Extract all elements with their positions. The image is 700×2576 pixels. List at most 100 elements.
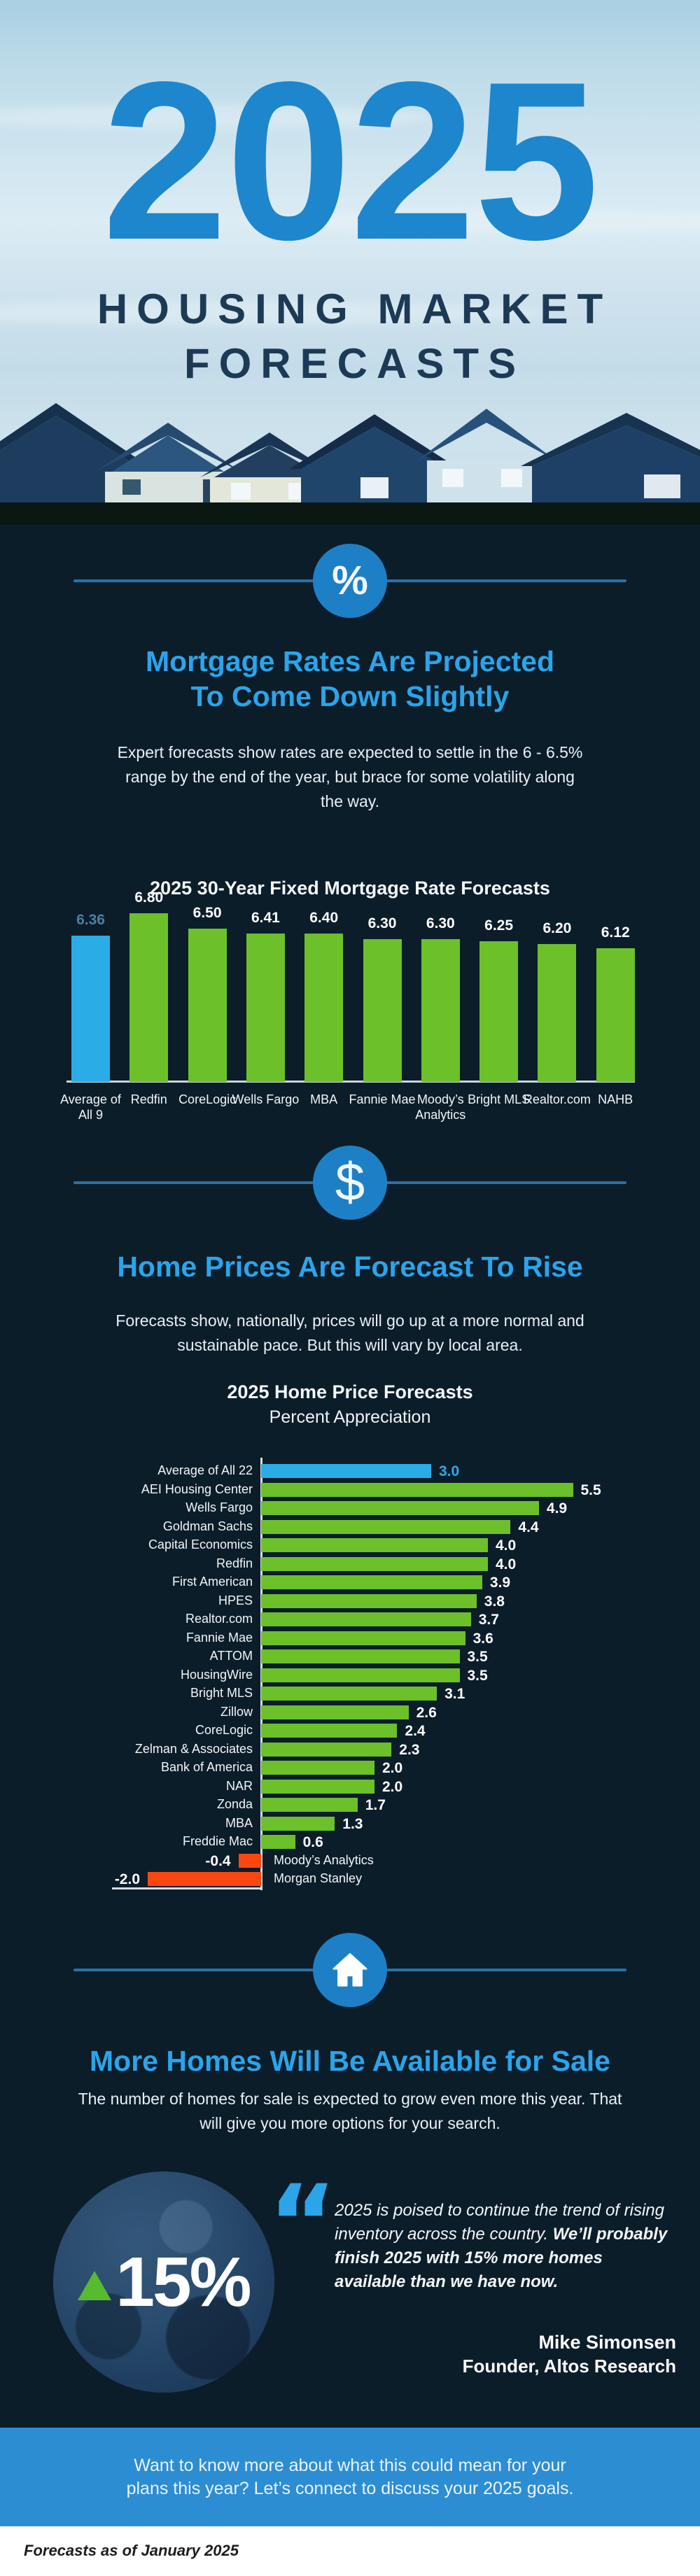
- bar-value: 2.0: [382, 1778, 403, 1795]
- row-label: Goldman Sachs: [162, 1519, 253, 1533]
- bar-Moody’s Analytics: [238, 1853, 261, 1868]
- row-label: Zillow: [220, 1704, 253, 1719]
- rates-body: Expert forecasts show rates are expected…: [117, 743, 583, 810]
- row-label: Bank of America: [160, 1760, 253, 1774]
- cta-line2: plans this year? Let’s connect to discus…: [126, 2478, 574, 2498]
- hero-title-line2: FORECASTS: [183, 340, 526, 387]
- bar-Fannie Mae: [261, 1631, 465, 1645]
- bar-ATTOM: [261, 1649, 460, 1663]
- bar-category-label: Moody’s Analytics: [415, 1092, 466, 1122]
- chart-bottom-line: [112, 1887, 262, 1889]
- bar-value: 3.6: [472, 1630, 493, 1647]
- quote-text: 2025 is poised to continue the trend of …: [335, 2199, 676, 2294]
- quote-author: Mike Simonsen: [538, 2332, 676, 2353]
- row-label: Freddie Mac: [182, 1834, 253, 1848]
- row-label: Wells Fargo: [186, 1500, 253, 1514]
- bar-HousingWire: [261, 1668, 460, 1682]
- bar-value: 3.9: [489, 1575, 511, 1591]
- mortgage-chart-title: 2025 30-Year Fixed Mortgage Rate Forecas…: [150, 878, 550, 899]
- bar-value: 3.7: [478, 1612, 499, 1628]
- bar-category-label: Average of All 9: [60, 1092, 121, 1122]
- bar-category-label: Redfin: [130, 1092, 167, 1106]
- bar-Redfin: [261, 1556, 488, 1571]
- bar-HPES: [261, 1593, 477, 1608]
- bar-value: 6.50: [192, 905, 222, 921]
- bar-Zelman & Associates: [261, 1742, 392, 1757]
- row-label: Redfin: [216, 1556, 253, 1570]
- bar-value: -2.0: [114, 1871, 140, 1887]
- bar-Wells Fargo: [261, 1501, 539, 1515]
- up-triangle-icon: [78, 2271, 112, 2300]
- bar-value: 3.8: [484, 1593, 505, 1610]
- bar-value: 2.0: [382, 1760, 403, 1776]
- bar-Fannie Mae: [363, 938, 402, 1082]
- row-label: Average of All 22: [158, 1463, 253, 1477]
- home-icon: [313, 1933, 387, 2007]
- bar-value: 3.5: [467, 1649, 488, 1665]
- prices-heading: Home Prices Are Forecast To Rise: [117, 1251, 583, 1283]
- bar-category-label: CoreLogic: [178, 1092, 237, 1106]
- row-label: HousingWire: [180, 1667, 253, 1682]
- cloud-decoration: [0, 105, 434, 129]
- row-label: Realtor.com: [185, 1612, 253, 1626]
- bar-value: 6.20: [542, 920, 572, 936]
- prices-body: Forecasts show, nationally, prices will …: [115, 1311, 584, 1354]
- bar-Bright MLS: [479, 941, 519, 1082]
- row-label: Zelman & Associates: [134, 1741, 253, 1756]
- bar-value: 2.4: [405, 1723, 426, 1739]
- bar-category-label: Fannie Mae: [349, 1092, 416, 1106]
- stat-15-percent: 15%: [78, 2247, 252, 2317]
- row-label: Fannie Mae: [186, 1630, 253, 1645]
- bar-value: 6.30: [426, 915, 455, 931]
- row-label: MBA: [225, 1815, 253, 1830]
- percent-icon: %: [313, 544, 387, 618]
- home-price-chart: Average of All 22 3.0 AEI Housing Center 5.…: [0, 1458, 700, 1890]
- bar-value: 4.0: [496, 1556, 517, 1572]
- inventory-body: The number of homes for sale is expected…: [78, 2090, 622, 2132]
- bar-value: 1.3: [342, 1815, 363, 1832]
- bar-value: 6.36: [76, 912, 105, 929]
- bar-value: 4.0: [496, 1537, 517, 1554]
- dollar-glyph: $: [335, 1153, 365, 1212]
- bar-Freddie Mac: [261, 1835, 295, 1849]
- bar-value: -0.4: [205, 1852, 231, 1869]
- row-label: Zonda: [216, 1797, 253, 1811]
- quote-icon: “: [268, 2163, 337, 2285]
- footer-note: Forecasts as of January 2025: [24, 2542, 239, 2559]
- bar-CoreLogic: [261, 1724, 398, 1738]
- quote-bold: We’ll probably finish 2025 with 15% more…: [335, 2225, 668, 2291]
- bar-value: 5.5: [580, 1481, 601, 1498]
- bar-Capital Economics: [261, 1538, 488, 1552]
- hero-banner: 2025 HOUSING MARKET FORECASTS: [0, 0, 700, 525]
- bar-First American: [261, 1575, 482, 1589]
- bar-MBA: [261, 1816, 335, 1831]
- hero-year: 2025: [102, 36, 599, 287]
- row-label: Morgan Stanley: [274, 1871, 363, 1885]
- bar-Wells Fargo: [246, 933, 285, 1082]
- bar-value: 3.1: [444, 1686, 465, 1702]
- percent-glyph: %: [332, 558, 368, 603]
- row-label: Capital Economics: [148, 1537, 253, 1551]
- bar-Average of All 9: [71, 936, 110, 1082]
- bar-value: 4.9: [546, 1500, 568, 1516]
- bar-Redfin: [130, 913, 169, 1082]
- rates-heading-line2: To Come Down Slightly: [190, 680, 510, 712]
- bar-category-label: MBA: [310, 1092, 338, 1106]
- bar-Average of All 22: [261, 1464, 431, 1478]
- bar-value: 3.0: [439, 1463, 460, 1479]
- cloud-decoration: [245, 210, 700, 234]
- chart-baseline: [66, 1081, 635, 1083]
- bar-value: 3.5: [467, 1667, 488, 1684]
- cloud-decoration: [0, 301, 546, 325]
- dollar-icon: $: [313, 1146, 387, 1220]
- bar-Goldman Sachs: [261, 1519, 511, 1534]
- cta-line1: Want to know more about what this could …: [134, 2455, 566, 2475]
- hero-title-line1: HOUSING MARKET: [97, 286, 612, 332]
- row-label: ATTOM: [209, 1649, 253, 1663]
- bar-Zonda: [261, 1798, 358, 1812]
- bar-NAHB: [596, 948, 635, 1082]
- bar-value: 6.12: [601, 924, 630, 941]
- row-label: Bright MLS: [190, 1686, 253, 1700]
- rates-heading: Mortgage Rates Are Projected To Come Dow…: [0, 644, 700, 714]
